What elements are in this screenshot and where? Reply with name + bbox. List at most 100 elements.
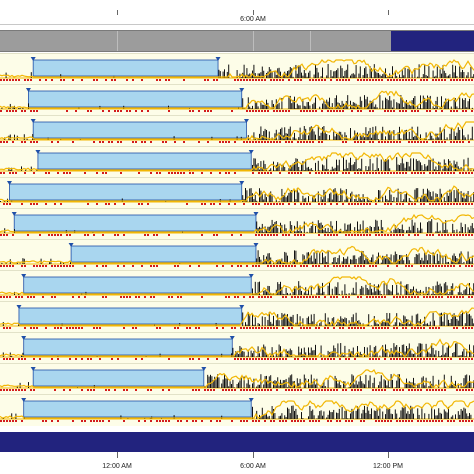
day-row[interactable] bbox=[0, 84, 474, 116]
rest-marker[interactable] bbox=[21, 274, 27, 278]
event-mark bbox=[462, 296, 464, 298]
event-mark bbox=[288, 79, 290, 81]
rest-marker[interactable] bbox=[239, 181, 245, 185]
rest-interval[interactable] bbox=[32, 369, 205, 387]
rest-marker[interactable] bbox=[201, 367, 207, 371]
activity-bar bbox=[236, 383, 238, 388]
rest-marker[interactable] bbox=[248, 398, 254, 402]
event-mark bbox=[339, 327, 341, 329]
activity-bar bbox=[435, 263, 437, 264]
rest-marker[interactable] bbox=[35, 150, 41, 154]
activity-bar bbox=[428, 254, 430, 264]
day-row[interactable] bbox=[0, 363, 474, 395]
day-row[interactable] bbox=[0, 332, 474, 364]
day-row[interactable] bbox=[0, 301, 474, 333]
event-mark bbox=[375, 172, 377, 174]
activity-bar bbox=[291, 103, 293, 109]
rest-interval[interactable] bbox=[37, 152, 252, 170]
day-row[interactable] bbox=[0, 177, 474, 209]
activity-bar bbox=[334, 375, 336, 388]
event-mark bbox=[24, 141, 26, 143]
activity-bar bbox=[221, 415, 223, 419]
activity-bar bbox=[366, 288, 368, 295]
activity-bar bbox=[410, 382, 412, 388]
day-row[interactable] bbox=[0, 146, 474, 178]
day-row[interactable] bbox=[0, 208, 474, 240]
activity-bar bbox=[411, 353, 413, 357]
activity-bar bbox=[445, 386, 447, 388]
event-mark bbox=[33, 265, 35, 267]
activity-bar bbox=[469, 98, 470, 109]
rest-interval[interactable] bbox=[70, 245, 257, 263]
event-mark bbox=[294, 420, 296, 422]
rest-interval[interactable] bbox=[23, 400, 252, 418]
rest-marker[interactable] bbox=[215, 57, 221, 61]
rest-marker[interactable] bbox=[21, 336, 27, 340]
rest-marker[interactable] bbox=[30, 119, 36, 123]
rest-interval[interactable] bbox=[18, 307, 243, 325]
rest-interval[interactable] bbox=[32, 121, 247, 139]
rest-marker[interactable] bbox=[239, 88, 245, 92]
event-mark bbox=[276, 265, 278, 267]
light-trace bbox=[0, 90, 474, 109]
rest-interval[interactable] bbox=[28, 90, 243, 108]
event-mark bbox=[396, 141, 398, 143]
rest-marker[interactable] bbox=[30, 367, 36, 371]
activity-bar bbox=[344, 104, 346, 109]
event-mark bbox=[261, 141, 263, 143]
event-mark bbox=[282, 110, 284, 112]
activity-bar bbox=[312, 170, 314, 171]
activity-bar bbox=[295, 322, 297, 326]
activity-bar bbox=[256, 221, 258, 233]
activity-bar bbox=[469, 257, 470, 264]
rest-marker[interactable] bbox=[243, 119, 249, 123]
day-row[interactable] bbox=[0, 394, 474, 426]
activity-bar bbox=[274, 133, 276, 140]
day-row[interactable] bbox=[0, 53, 474, 85]
event-mark bbox=[267, 203, 269, 205]
timeline-scroll-thumb[interactable] bbox=[391, 31, 474, 51]
rest-marker[interactable] bbox=[239, 305, 245, 309]
activity-bar bbox=[16, 385, 18, 388]
event-mark bbox=[438, 79, 440, 81]
activity-bar bbox=[387, 289, 389, 295]
rest-interval[interactable] bbox=[13, 214, 257, 232]
rest-marker[interactable] bbox=[30, 57, 36, 61]
activity-bar bbox=[259, 73, 260, 78]
rest-marker[interactable] bbox=[68, 243, 74, 247]
rest-marker[interactable] bbox=[248, 274, 254, 278]
rest-marker[interactable] bbox=[253, 212, 259, 216]
day-row[interactable] bbox=[0, 270, 474, 302]
timeline-scroll-band[interactable] bbox=[0, 30, 474, 52]
event-mark bbox=[309, 327, 311, 329]
activity-bar bbox=[467, 314, 469, 326]
activity-bar bbox=[462, 227, 463, 233]
activity-bar bbox=[225, 378, 227, 388]
bottom-navy-band[interactable] bbox=[0, 432, 474, 452]
rest-interval[interactable] bbox=[32, 59, 219, 77]
event-mark bbox=[297, 79, 299, 81]
day-row[interactable] bbox=[0, 115, 474, 147]
rest-marker[interactable] bbox=[25, 88, 31, 92]
activity-bar bbox=[28, 382, 29, 388]
day-row[interactable] bbox=[0, 239, 474, 271]
rest-marker[interactable] bbox=[248, 150, 254, 154]
rest-interval[interactable] bbox=[23, 276, 252, 294]
rest-marker[interactable] bbox=[21, 398, 27, 402]
event-mark bbox=[162, 389, 164, 391]
rest-marker[interactable] bbox=[253, 243, 259, 247]
activity-bar bbox=[256, 356, 258, 357]
activity-bar bbox=[459, 355, 461, 357]
event-mark bbox=[63, 172, 65, 174]
activity-bar bbox=[400, 138, 402, 140]
event-mark bbox=[72, 265, 74, 267]
rest-marker[interactable] bbox=[6, 181, 12, 185]
rest-marker[interactable] bbox=[229, 336, 235, 340]
event-mark bbox=[423, 296, 425, 298]
rest-marker[interactable] bbox=[16, 305, 22, 309]
event-mark bbox=[180, 296, 182, 298]
rest-interval[interactable] bbox=[23, 338, 233, 356]
event-mark bbox=[264, 327, 266, 329]
rest-interval[interactable] bbox=[9, 183, 243, 201]
rest-marker[interactable] bbox=[11, 212, 17, 216]
